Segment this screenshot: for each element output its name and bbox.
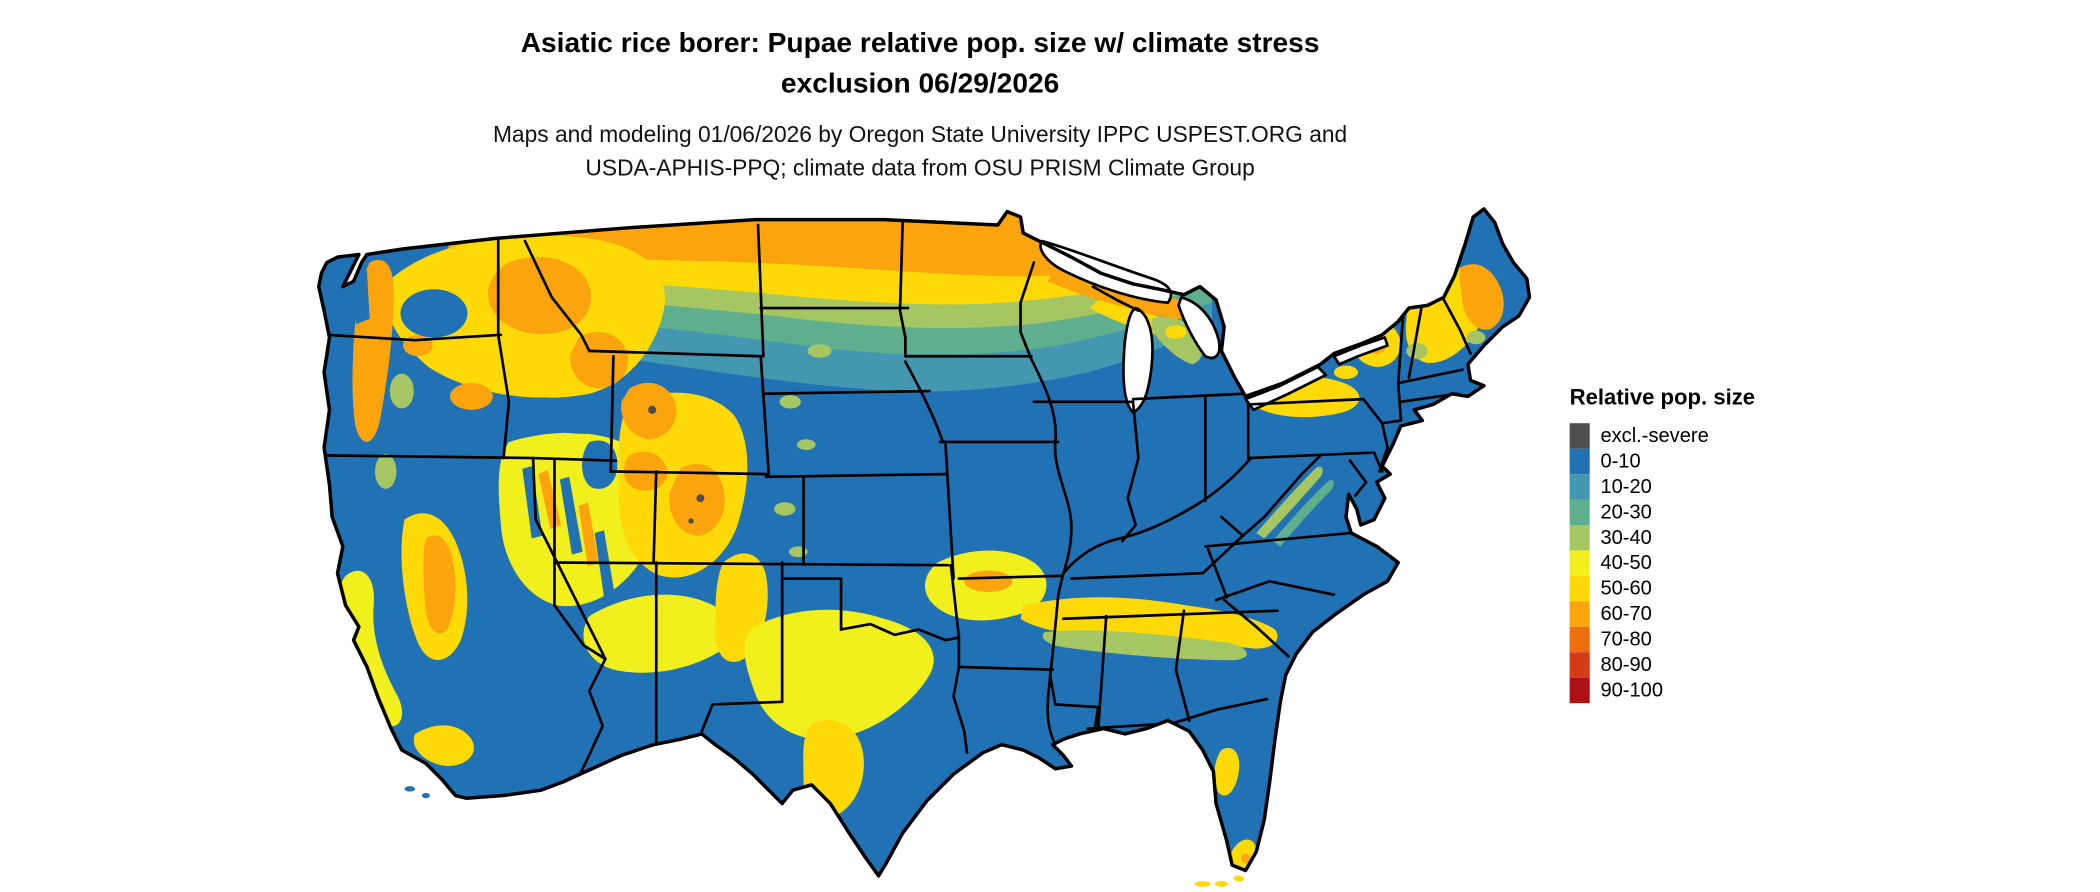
legend-label: 90-100 [1600, 679, 1664, 702]
legend-row: 60-70 [1569, 601, 1755, 627]
legend-label: 70-80 [1600, 628, 1652, 651]
map-base [318, 208, 1530, 876]
legend-label: 0-10 [1600, 450, 1641, 473]
header: Asiatic rice borer: Pupae relative pop. … [0, 24, 1840, 185]
title-line-1: Asiatic rice borer: Pupae relative pop. … [520, 28, 1320, 59]
legend-swatch-90-100 [1569, 677, 1590, 704]
map-regions [337, 208, 1504, 873]
legend-swatch-excl-severe [1569, 423, 1590, 449]
lake-michigan [1122, 306, 1154, 414]
legend-swatch-80-90 [1569, 652, 1590, 678]
legend-label: 80-90 [1600, 653, 1652, 677]
legend-row: 50-60 [1569, 575, 1755, 602]
legend-swatch-50-60 [1569, 575, 1590, 602]
lake-ontario [1332, 336, 1389, 366]
legend-label: 30-40 [1600, 526, 1652, 550]
legend-row: 40-50 [1569, 550, 1755, 576]
legend-label: 60-70 [1600, 602, 1652, 626]
legend-row: 30-40 [1569, 525, 1755, 551]
legend-swatch-60-70 [1569, 601, 1590, 627]
legend-label: 20-30 [1600, 500, 1652, 524]
lake-superior [1039, 239, 1173, 305]
lake-huron [1177, 295, 1221, 360]
us-outline [317, 207, 1532, 878]
legend-row: 90-100 [1569, 677, 1755, 704]
legend-swatch-30-40 [1569, 525, 1590, 551]
legend-row: 20-30 [1569, 499, 1755, 525]
legend-label: 50-60 [1600, 577, 1652, 600]
subtitle-line-1: Maps and modeling 01/06/2026 by Oregon S… [492, 121, 1348, 148]
legend-swatch-20-30 [1569, 499, 1590, 525]
offshore-islands [404, 786, 1245, 887]
great-lakes [1039, 239, 1389, 414]
legend-row: 80-90 [1569, 652, 1755, 678]
legend-row: excl.-severe [1569, 423, 1755, 449]
legend-row: 10-20 [1569, 474, 1755, 500]
legend-row: 0-10 [1569, 448, 1755, 475]
legend-swatch-40-50 [1569, 550, 1590, 576]
legend: Relative pop. size excl.-severe 0-10 10-… [1569, 385, 1756, 704]
legend-label: 10-20 [1600, 475, 1652, 499]
legend-swatch-70-80 [1569, 626, 1590, 653]
subtitle-line-2: USDA-APHIS-PPQ; climate data from OSU PR… [585, 155, 1255, 181]
legend-label: excl.-severe [1600, 424, 1709, 448]
lake-erie [1244, 365, 1328, 412]
legend-swatch-0-10 [1569, 448, 1590, 475]
title-line-2: exclusion 06/29/2026 [780, 68, 1060, 100]
map-subtitle: Maps and modeling 01/06/2026 by Oregon S… [0, 118, 1840, 185]
state-borders [322, 220, 1472, 784]
legend-title: Relative pop. size [1569, 385, 1756, 410]
legend-swatch-10-20 [1569, 474, 1590, 500]
map-title: Asiatic rice borer: Pupae relative pop. … [0, 24, 1840, 104]
legend-label: 40-50 [1600, 551, 1652, 575]
legend-row: 70-80 [1569, 626, 1755, 653]
